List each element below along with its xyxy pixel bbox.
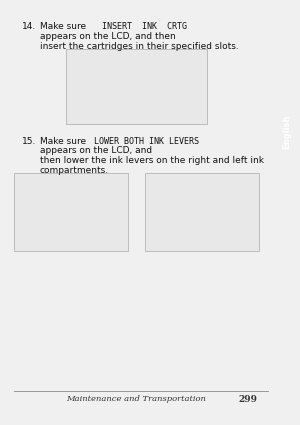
Text: appears on the LCD, and then: appears on the LCD, and then	[40, 32, 175, 41]
Text: 15.: 15.	[22, 137, 36, 146]
Text: English: English	[282, 114, 291, 149]
Text: Make sure: Make sure	[40, 23, 88, 31]
Text: then lower the ink levers on the right and left ink: then lower the ink levers on the right a…	[40, 156, 264, 165]
Text: INSERT  INK  CRTG: INSERT INK CRTG	[102, 23, 188, 31]
Text: Maintenance and Transportation: Maintenance and Transportation	[67, 395, 206, 403]
FancyBboxPatch shape	[14, 173, 128, 251]
Text: insert the cartridges in their specified slots.: insert the cartridges in their specified…	[40, 42, 238, 51]
Text: Make sure: Make sure	[40, 137, 88, 146]
FancyBboxPatch shape	[145, 173, 259, 251]
Text: appears on the LCD, and: appears on the LCD, and	[40, 147, 152, 156]
Text: LOWER BOTH INK LEVERS: LOWER BOTH INK LEVERS	[94, 137, 199, 146]
Text: 14.: 14.	[22, 23, 36, 31]
FancyBboxPatch shape	[65, 49, 208, 125]
Text: compartments.: compartments.	[40, 166, 109, 175]
Text: 299: 299	[239, 394, 258, 403]
